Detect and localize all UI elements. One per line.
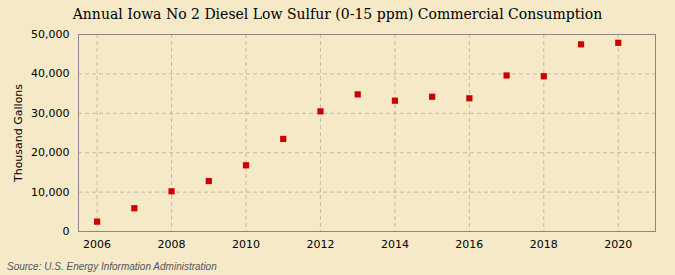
svg-text:2016: 2016: [455, 238, 483, 251]
svg-text:2008: 2008: [158, 238, 186, 251]
svg-text:2012: 2012: [306, 238, 334, 251]
svg-text:Thousand Gallons: Thousand Gallons: [12, 84, 25, 183]
svg-text:0: 0: [63, 225, 70, 238]
svg-text:2014: 2014: [381, 238, 409, 251]
svg-text:2010: 2010: [232, 238, 260, 251]
svg-text:50,000: 50,000: [31, 28, 70, 41]
svg-text:20,000: 20,000: [31, 146, 70, 159]
html-text:Source: U.S. Energy Informatio: Source: U.S. Energy Information Administ…: [7, 261, 217, 272]
svg-text:2018: 2018: [530, 238, 558, 251]
svg-text:10,000: 10,000: [31, 186, 70, 199]
svg-text:30,000: 30,000: [31, 107, 70, 120]
html-text:Annual Iowa No 2 Diesel Low Su: Annual Iowa No 2 Diesel Low Sulfur (0-15…: [72, 6, 603, 22]
svg-text:2020: 2020: [604, 238, 632, 251]
svg-text:40,000: 40,000: [31, 67, 70, 80]
svg-text:2006: 2006: [83, 238, 111, 251]
